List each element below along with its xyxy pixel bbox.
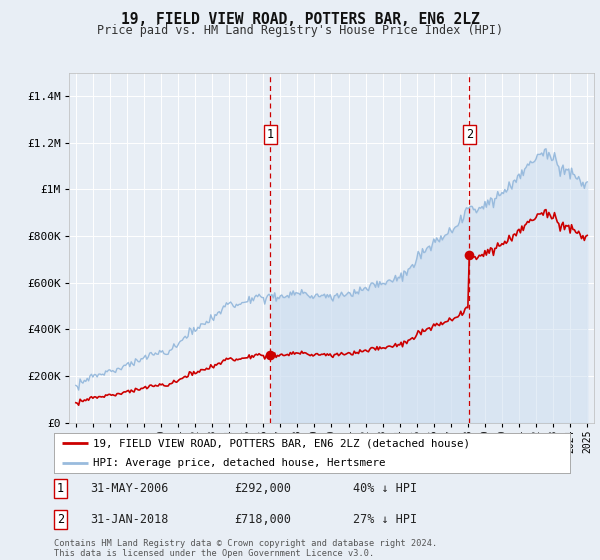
Text: 19, FIELD VIEW ROAD, POTTERS BAR, EN6 2LZ: 19, FIELD VIEW ROAD, POTTERS BAR, EN6 2L… [121, 12, 479, 27]
Text: 1: 1 [56, 482, 64, 496]
Text: 31-JAN-2018: 31-JAN-2018 [90, 513, 169, 526]
Text: £718,000: £718,000 [235, 513, 292, 526]
Text: 1: 1 [267, 128, 274, 141]
Text: 27% ↓ HPI: 27% ↓ HPI [353, 513, 418, 526]
Text: 2: 2 [56, 513, 64, 526]
Text: Contains HM Land Registry data © Crown copyright and database right 2024.
This d: Contains HM Land Registry data © Crown c… [54, 539, 437, 558]
Text: 40% ↓ HPI: 40% ↓ HPI [353, 482, 418, 496]
Text: Price paid vs. HM Land Registry's House Price Index (HPI): Price paid vs. HM Land Registry's House … [97, 24, 503, 36]
Text: 2: 2 [466, 128, 473, 141]
Text: £292,000: £292,000 [235, 482, 292, 496]
Text: 31-MAY-2006: 31-MAY-2006 [90, 482, 169, 496]
Text: 19, FIELD VIEW ROAD, POTTERS BAR, EN6 2LZ (detached house): 19, FIELD VIEW ROAD, POTTERS BAR, EN6 2L… [92, 438, 470, 449]
Text: HPI: Average price, detached house, Hertsmere: HPI: Average price, detached house, Hert… [92, 458, 385, 468]
